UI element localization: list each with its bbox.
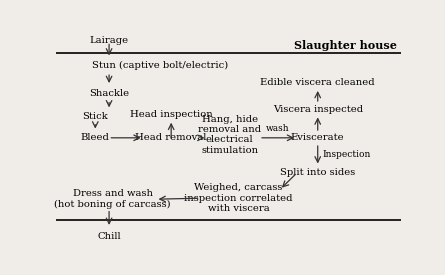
Text: Slaughter house: Slaughter house: [294, 40, 397, 51]
Text: Shackle: Shackle: [89, 89, 129, 98]
Text: Hang, hide
removal and
electrical
stimulation: Hang, hide removal and electrical stimul…: [198, 115, 261, 155]
Text: Chill: Chill: [97, 232, 121, 241]
Text: Head removal: Head removal: [135, 133, 207, 142]
Text: Eviscerate: Eviscerate: [291, 133, 344, 142]
Text: Viscera inspected: Viscera inspected: [273, 105, 363, 114]
Text: Lairage: Lairage: [89, 36, 129, 45]
Text: Edible viscera cleaned: Edible viscera cleaned: [260, 78, 375, 87]
Text: Dress and wash
(hot boning of carcass): Dress and wash (hot boning of carcass): [54, 189, 171, 209]
Text: Stick: Stick: [82, 112, 108, 121]
Text: wash: wash: [266, 123, 290, 133]
Text: Weighed, carcass
inspection correlated
with viscera: Weighed, carcass inspection correlated w…: [184, 183, 293, 213]
Text: Head inspection: Head inspection: [130, 110, 213, 119]
Text: Stun (captive bolt/electric): Stun (captive bolt/electric): [92, 61, 228, 70]
Text: Inspection: Inspection: [323, 150, 371, 159]
Text: Split into sides: Split into sides: [280, 168, 356, 177]
Text: Bleed: Bleed: [81, 133, 110, 142]
